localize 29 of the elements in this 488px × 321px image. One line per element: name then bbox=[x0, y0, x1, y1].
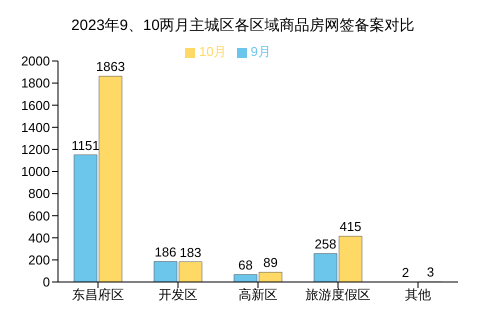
y-tick-label: 400 bbox=[28, 230, 50, 246]
y-tick-label: 800 bbox=[28, 186, 50, 202]
data-label: 258 bbox=[314, 236, 336, 252]
y-tick-label: 1400 bbox=[21, 120, 50, 135]
y-tick-label: 200 bbox=[28, 252, 50, 268]
x-tick-label: 旅游度假区 bbox=[306, 287, 370, 302]
data-label: 1151 bbox=[72, 138, 100, 153]
legend-label: 9月 bbox=[250, 44, 271, 59]
y-tick-label: 1800 bbox=[21, 76, 50, 91]
data-label: 2 bbox=[402, 264, 410, 280]
data-label: 183 bbox=[180, 244, 202, 260]
data-label: 89 bbox=[263, 255, 278, 270]
data-label: 68 bbox=[238, 257, 253, 272]
x-tick-label: 高新区 bbox=[238, 287, 278, 302]
x-tick-label: 东昌府区 bbox=[72, 287, 124, 302]
data-label: 186 bbox=[154, 244, 176, 260]
x-tick-label: 开发区 bbox=[158, 287, 198, 302]
y-tick-label: 600 bbox=[28, 208, 50, 224]
data-label: 3 bbox=[426, 264, 434, 280]
y-tick-label: 0 bbox=[42, 274, 50, 290]
y-tick-label: 1600 bbox=[21, 98, 50, 113]
data-label: 1863 bbox=[96, 59, 125, 74]
y-tick-label: 1000 bbox=[21, 164, 50, 180]
chart-title: 2023年9、10两月主城区各区域商品房网签备案对比 bbox=[70, 16, 416, 35]
x-tick-label: 其他 bbox=[405, 287, 431, 302]
legend-label: 10月 bbox=[199, 44, 227, 59]
data-label: 415 bbox=[340, 219, 362, 234]
y-tick-label: 1200 bbox=[21, 142, 50, 158]
y-tick-label: 2000 bbox=[21, 54, 50, 69]
